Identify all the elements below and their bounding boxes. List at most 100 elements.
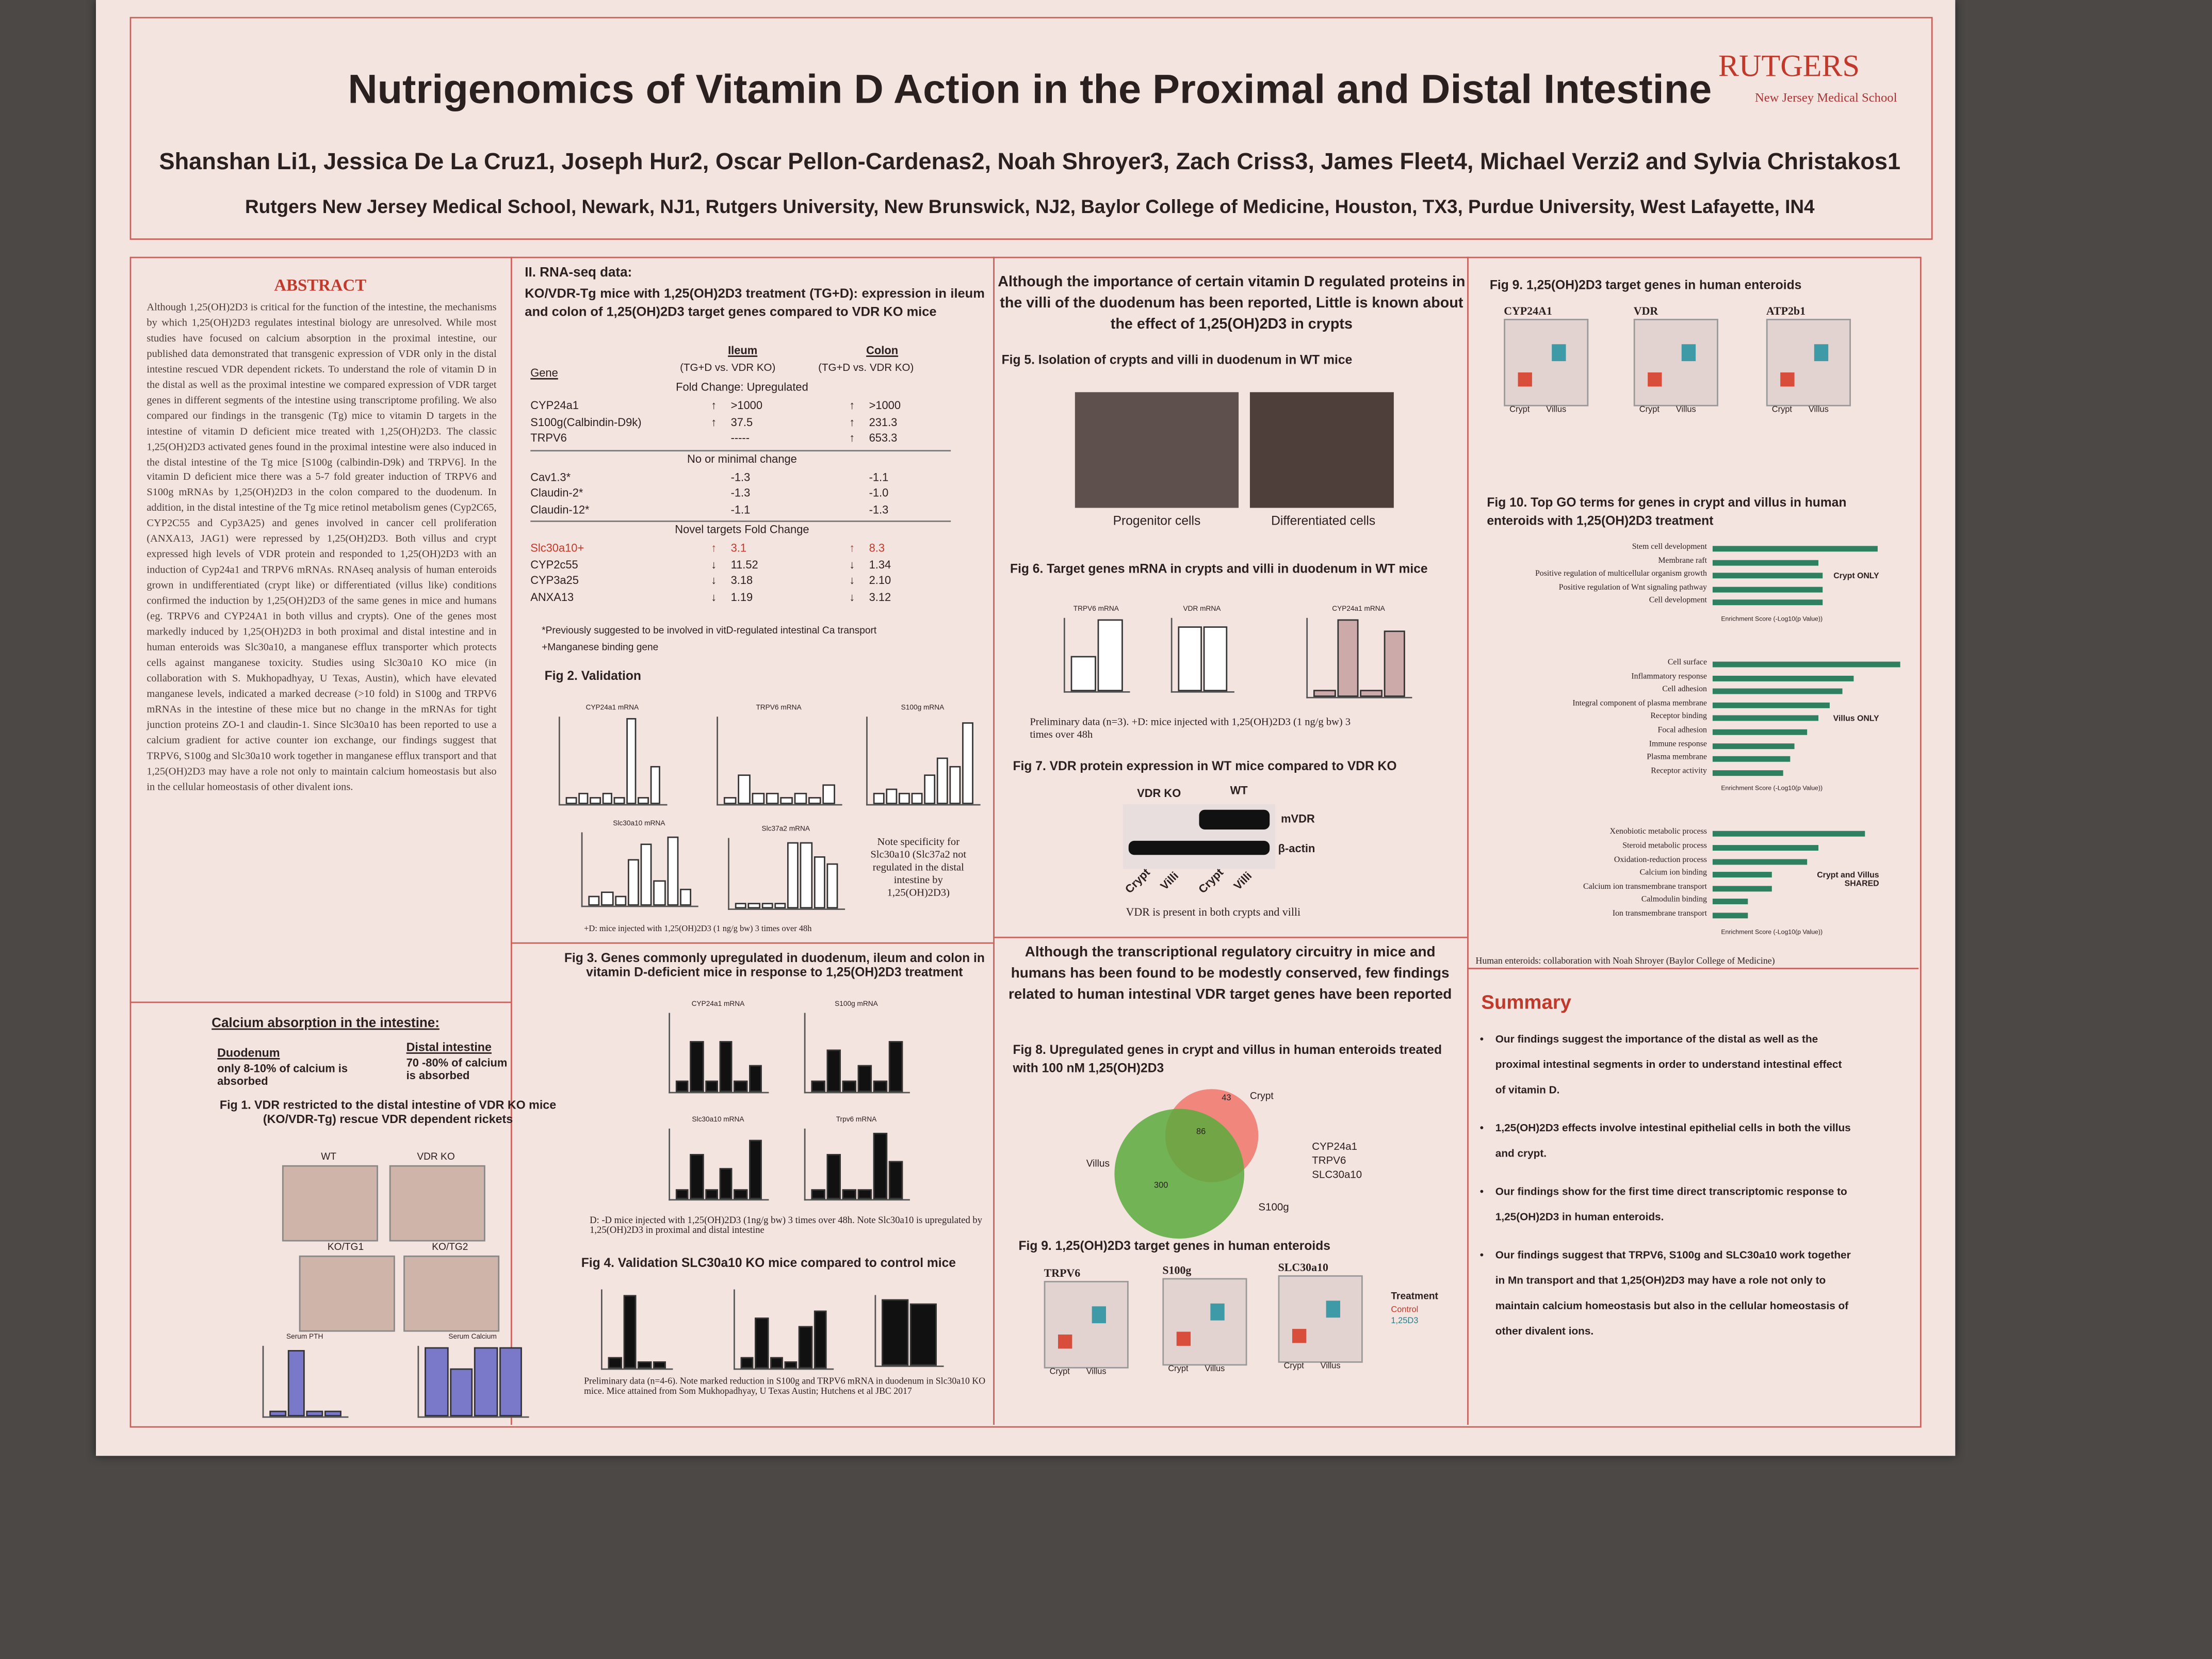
fig5-label: Progenitor cells [1113,513,1201,528]
distal-label: Distal intestine [406,1039,492,1054]
x-label: Villus [1676,406,1696,415]
x-label: Villus [1086,1368,1107,1377]
fig9-caption: Fig 9. 1,25(OH)2D3 target genes in human… [1489,278,1802,292]
photo [389,1165,485,1242]
col-header: Colon [866,344,899,357]
bar-shape [826,1153,841,1199]
panel-title: VDR mRNA [1183,605,1221,614]
venn [1114,1109,1245,1239]
fig5-caption: Fig 5. Isolation of crypts and villi in … [1001,352,1353,367]
bar-shape [911,792,923,804]
go-term: Cell surface [1667,659,1707,668]
fig7-caption: Fig 7. VDR protein expression in WT mice… [1013,759,1397,773]
axis-label: Enrichment Score (-Log10(p Value)) [1721,928,1823,935]
panel-title: Slc30a10 mRNA [613,819,665,828]
venn-count: 300 [1153,1182,1168,1191]
bar-shape [808,796,821,804]
bar-shape [780,796,793,804]
bar-shape [761,902,773,909]
bar-shape [719,1168,733,1199]
panel [1278,1275,1363,1363]
panel [600,1289,673,1370]
panel [874,1295,944,1367]
go-bar [1712,845,1819,851]
bar-shape [638,1361,652,1369]
value: 8.3 [869,542,885,555]
go-bar [1712,689,1842,694]
bar-shape [784,1361,798,1369]
gene: S100g(Calbindin-D9k) [530,415,642,428]
value: 3.1 [730,542,746,555]
bar-shape [613,796,625,804]
panel-label: WT [321,1152,337,1163]
bar-shape [638,796,648,804]
box-shape [1058,1335,1072,1349]
bar-shape [640,844,653,906]
panel [1044,1281,1129,1369]
go-term: Xenobiotic metabolic process [1609,828,1707,837]
bar-shape [690,1042,704,1092]
panel-title: Slc30a10 mRNA [692,1116,744,1125]
divider [129,1001,511,1003]
bar-shape [811,1081,825,1092]
summary-bullet: • Our findings suggest that TRPV6, S100g … [1473,1243,1853,1344]
go-term: Immune response [1649,740,1707,749]
bar-shape [826,863,838,909]
x-label: Crypt [1639,406,1660,415]
x-label: Villus [1320,1362,1341,1372]
title: Nutrigenomics of Vitamin D Action in the… [348,68,1712,113]
bar-shape [614,896,626,906]
duodenum-label: Duodenum [217,1045,280,1060]
panel-title: SLC30a10 [1278,1261,1328,1274]
bullet-dot: • [1479,1248,1484,1261]
panel-title: TRPV6 mRNA [1073,605,1119,614]
legend-title: Treatment [1391,1292,1438,1303]
divider [1467,968,1919,969]
fig9-caption: Fig 9. 1,25(OH)2D3 target genes in human… [1018,1239,1330,1253]
bar-shape [738,775,751,804]
gene: ANXA13 [530,590,574,604]
panel [1063,617,1130,693]
bar-shape [873,1081,888,1092]
panel-title: TRPV6 [1044,1266,1081,1280]
go-term: Positive regulation of Wnt signaling pat… [1558,583,1707,593]
go-term: Focal adhesion [1657,726,1707,735]
x-label: Crypt [1168,1365,1189,1374]
go-term: Membrane raft [1658,557,1707,565]
footnote: *Previously suggested to be involved in … [542,626,877,637]
bar-shape [811,1189,825,1199]
fig3-footnote: D: -D mice injected with 1,25(OH)2D3 (1n… [590,1216,983,1236]
bar-shape [590,796,600,804]
divider [993,256,995,1425]
value: -1.3 [869,502,889,516]
bar-shape [719,1042,733,1092]
panel-title: CYP24a1 mRNA [691,1000,745,1009]
divider [993,936,1468,938]
credit: Human enteroids: collaboration with Noah… [1475,956,1775,967]
value: 3.18 [730,574,753,587]
band [1199,809,1270,830]
go-bar [1712,715,1819,722]
bar-shape [826,1049,841,1092]
authors: Shanshan Li1, Jessica De La Cruz1, Josep… [159,149,1901,175]
bar-shape [652,1361,666,1369]
fig1-caption: Fig 1. VDR restricted to the distal inte… [219,1097,557,1126]
bar-shape [857,1065,872,1092]
bar-shape [949,766,961,804]
go-bar [1712,872,1771,878]
bar-shape [749,1140,762,1199]
bar-shape [306,1410,323,1417]
go-bar [1712,899,1748,905]
fig10-caption: Fig 10. Top GO terms for genes in crypt … [1487,495,1847,528]
rule [530,449,951,451]
panel [669,1013,769,1094]
group-label: WT [1230,784,1248,798]
panel-label: KO/TG2 [432,1243,468,1253]
panel [581,832,698,907]
legend-item: 1,25D3 [1391,1318,1419,1326]
bar-shape [813,856,825,909]
gene: CYP24a1 [530,399,579,412]
col3-intro2: Although the transcriptional regulatory … [1009,945,1452,1003]
divider [1467,256,1469,1425]
